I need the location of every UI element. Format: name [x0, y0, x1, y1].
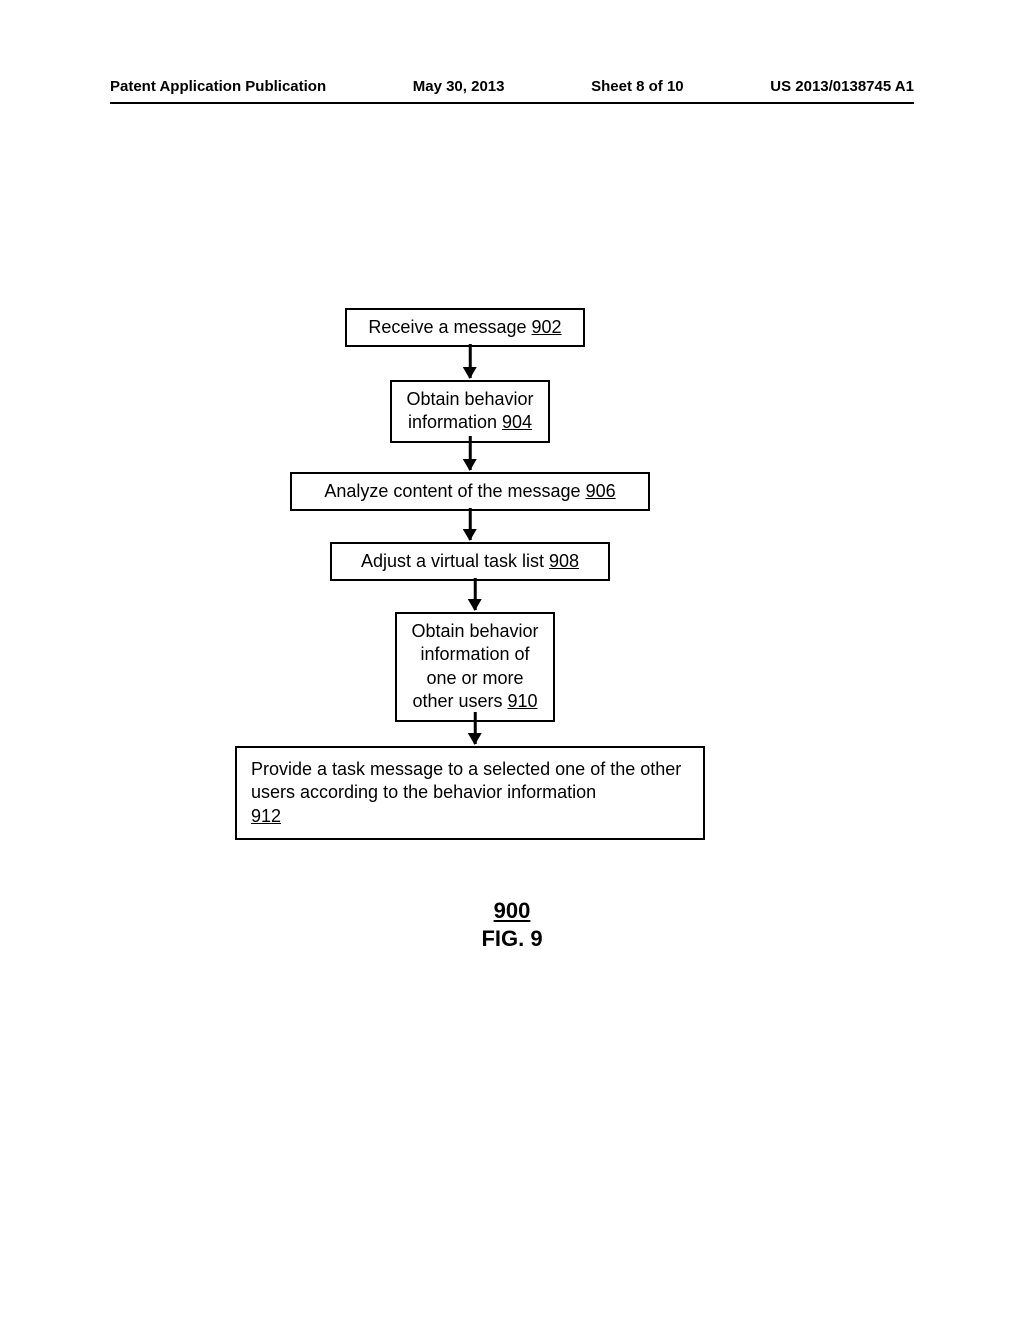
arrow-n2-n3 — [469, 436, 472, 470]
header-divider — [110, 102, 914, 104]
flowchart-node-906: Analyze content of the message 906 — [290, 472, 650, 511]
arrow-n1-n2 — [469, 344, 472, 378]
flowchart-node-904: Obtain behaviorinformation 904 — [390, 380, 550, 443]
flowchart-node-912: Provide a task message to a selected one… — [235, 746, 705, 840]
flowchart-node-902: Receive a message 902 — [345, 308, 585, 347]
flowchart-node-908: Adjust a virtual task list 908 — [330, 542, 610, 581]
figure-number: 900 — [0, 898, 1024, 924]
flowchart-node-910: Obtain behaviorinformation ofone or more… — [395, 612, 555, 722]
arrow-n3-n4 — [469, 508, 472, 540]
publication-label: Patent Application Publication — [110, 78, 326, 95]
publication-date: May 30, 2013 — [413, 78, 505, 95]
publication-number: US 2013/0138745 A1 — [770, 78, 914, 95]
header-bar: Patent Application Publication May 30, 2… — [110, 78, 914, 95]
sheet-number: Sheet 8 of 10 — [591, 78, 684, 95]
arrow-n4-n5 — [474, 578, 477, 610]
figure-caption: FIG. 9 — [0, 926, 1024, 952]
arrow-n5-n6 — [474, 712, 477, 744]
